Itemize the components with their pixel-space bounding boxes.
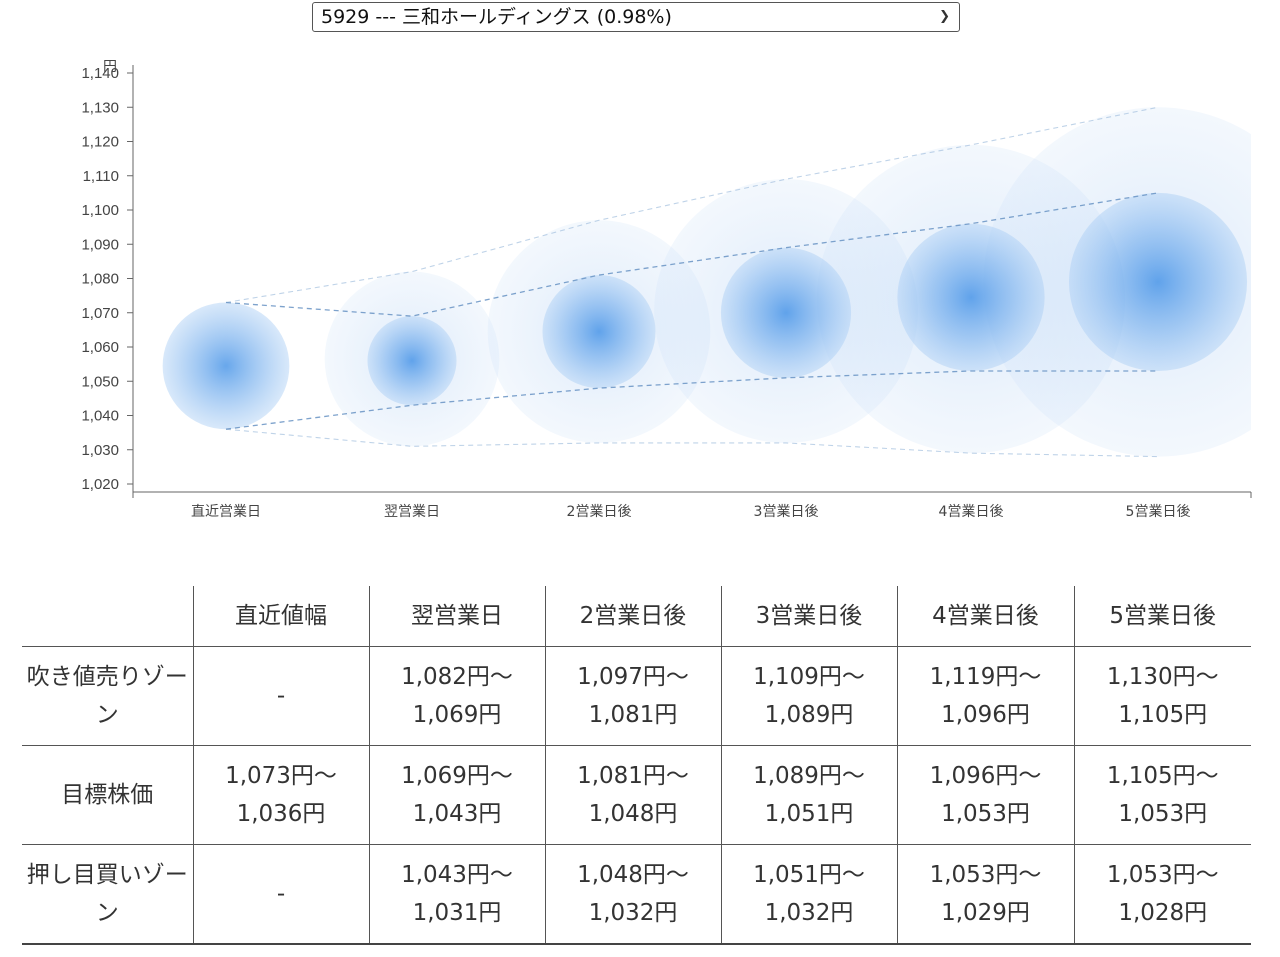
x-tick-label: 2営業日後: [567, 504, 632, 520]
x-tick-label: 5営業日後: [1126, 504, 1191, 520]
target-bubble-3: [720, 247, 852, 378]
target-bubble-5: [1068, 192, 1248, 371]
row-label: 目標株価: [22, 745, 193, 845]
y-tick-label: 1,130: [81, 99, 119, 116]
target-low-line: [225, 370, 1158, 430]
y-tick-label: 1,020: [81, 476, 119, 493]
y-tick-label: 1,070: [81, 305, 119, 322]
price-range-cell: 1,119円〜 1,096円: [896, 646, 1074, 746]
x-tick-label: 3営業日後: [754, 504, 819, 520]
price-range-cell: 1,096円〜 1,053円: [896, 745, 1074, 845]
row-label: 押し目買いゾーン: [22, 844, 193, 945]
price-range-cell: 1,089円〜 1,051円: [720, 745, 897, 845]
x-tick-label: 4営業日後: [939, 504, 1004, 520]
x-tick-label: 翌営業日: [384, 504, 440, 520]
price-range-cell: 1,053円〜 1,028円: [1073, 844, 1251, 945]
row-label: 吹き値売りゾーン: [22, 646, 193, 746]
price-range-cell: -: [192, 646, 369, 746]
y-tick-label: 1,030: [81, 442, 119, 459]
price-range-cell: 1,043円〜 1,031円: [368, 844, 545, 945]
price-forecast-chart: 1,020 1,030 1,040 1,050 1,060 1,070 1,080 1,090…: [81, 59, 1252, 520]
price-range-cell: 1,073円〜 1,036円: [192, 745, 369, 845]
target-high-line: [225, 192, 1159, 317]
y-tick-label: 1,050: [81, 373, 119, 390]
table-row: 押し目買いゾーン -1,043円〜 1,031円 1,048円〜 1,032円 1,051…: [22, 844, 1251, 945]
target-bubble-0: [162, 302, 290, 430]
y-tick-label: 1,080: [81, 271, 119, 288]
table-row: 吹き値売りゾーン -1,082円〜 1,069円 1,097円〜 1,081円 1,109…: [22, 646, 1251, 746]
y-unit-label: 円: [103, 59, 117, 75]
stock-select[interactable]: 5929 --- 三和ホールディングス (0.98%) ❯: [312, 2, 960, 32]
price-zone-table: 直近値幅 翌営業日 2営業日後 3営業日後 4営業日後 5営業日後 吹き値売りゾーン -1,…: [22, 586, 1251, 945]
column-header: 3営業日後: [720, 586, 897, 647]
column-header: 2営業日後: [544, 586, 721, 647]
price-range-cell: 1,053円〜 1,029円: [896, 844, 1074, 945]
y-tick-label: 1,140: [81, 65, 119, 82]
price-range-cell: 1,105円〜 1,053円: [1073, 745, 1251, 845]
price-range-cell: 1,048円〜 1,032円: [544, 844, 721, 945]
target-bubble-2: [542, 275, 656, 389]
table-header-row: 直近値幅 翌営業日 2営業日後 3営業日後 4営業日後 5営業日後: [22, 586, 1251, 647]
outer-high-line: [225, 106, 1159, 304]
column-header: 5営業日後: [1073, 586, 1251, 647]
price-range-cell: 1,130円〜 1,105円: [1073, 646, 1251, 746]
price-range-cell: 1,051円〜 1,032円: [720, 844, 897, 945]
table-row: 目標株価 1,073円〜 1,036円 1,069円〜 1,043円 1,081円〜 1,0…: [22, 745, 1251, 845]
y-tick-label: 1,090: [81, 236, 119, 253]
outer-low-line: [225, 428, 1159, 458]
target-bubble-4: [897, 223, 1045, 371]
target-bubble-1: [367, 316, 457, 406]
y-tick-label: 1,060: [81, 339, 119, 356]
price-range-cell: 1,069円〜 1,043円: [368, 745, 545, 845]
column-header: 4営業日後: [896, 586, 1074, 647]
chevron-down-icon: ❯: [939, 9, 950, 24]
y-tick-label: 1,120: [81, 134, 119, 151]
price-range-cell: 1,082円〜 1,069円: [368, 646, 545, 746]
y-tick-label: 1,100: [81, 202, 119, 219]
price-range-cell: 1,109円〜 1,089円: [720, 646, 897, 746]
column-header: 直近値幅: [192, 586, 369, 647]
header-corner: [22, 586, 193, 647]
x-tick-label: 直近営業日: [191, 503, 261, 520]
column-header: 翌営業日: [368, 586, 545, 647]
y-tick-label: 1,110: [83, 168, 119, 185]
price-range-cell: 1,081円〜 1,048円: [544, 745, 721, 845]
stock-select-value: 5929 --- 三和ホールディングス (0.98%): [321, 6, 672, 28]
y-tick-label: 1,040: [81, 408, 119, 425]
price-range-cell: -: [192, 844, 369, 945]
price-range-cell: 1,097円〜 1,081円: [544, 646, 721, 746]
